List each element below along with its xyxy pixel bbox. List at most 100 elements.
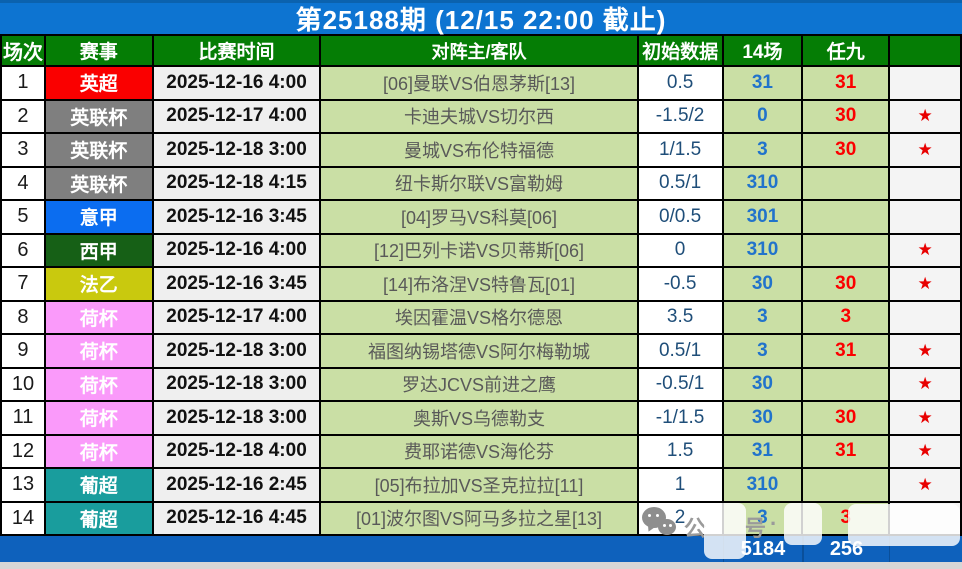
cell-odds: 0 — [638, 234, 724, 266]
cell-odds: -0.5/1 — [638, 368, 724, 400]
cell-match-no: 7 — [2, 268, 46, 300]
watermark-text: 号 — [744, 516, 767, 541]
star-icon: ★ — [890, 100, 960, 132]
cell-ren9: 3 — [803, 301, 891, 333]
cell-teams: 费耶诺德VS海伦芬 — [321, 435, 639, 467]
cell-time: 2025-12-16 4:00 — [153, 67, 322, 99]
cell-14: 3 — [723, 301, 804, 333]
cell-match-no: 13 — [2, 469, 46, 501]
cell-league: 西甲 — [45, 234, 154, 266]
blur-patch — [848, 504, 960, 546]
cell-time: 2025-12-16 4:00 — [153, 234, 322, 266]
cell-match-no: 4 — [2, 167, 46, 199]
cell-match-no: 12 — [2, 435, 46, 467]
cell-14: 310 — [723, 469, 804, 501]
cell-14: 30 — [723, 268, 804, 300]
page-title: 第25188期 (12/15 22:00 截止) — [0, 0, 962, 36]
cell-league: 荷杯 — [45, 435, 154, 467]
cell-14: 30 — [723, 368, 804, 400]
star-icon: ★ — [890, 402, 960, 434]
blur-patch — [704, 503, 746, 559]
cell-14: 30 — [723, 402, 804, 434]
cell-match-no: 3 — [2, 134, 46, 166]
cell-teams: [01]波尔图VS阿马多拉之星[13] — [321, 502, 639, 534]
bottom-edge-strip — [0, 562, 962, 569]
cell-ren9: 31 — [803, 335, 891, 367]
cell-match-no: 2 — [2, 100, 46, 132]
cell-match-no: 10 — [2, 368, 46, 400]
cell-odds: 1 — [638, 469, 724, 501]
cell-match-no: 5 — [2, 201, 46, 233]
cell-14: 301 — [723, 201, 804, 233]
cell-teams: [04]罗马VS科莫[06] — [321, 201, 639, 233]
cell-odds: 0/0.5 — [638, 201, 724, 233]
cell-match-no: 11 — [2, 402, 46, 434]
cell-time: 2025-12-18 4:15 — [153, 167, 322, 199]
cell-odds: 0.5 — [638, 67, 724, 99]
cell-teams: 埃因霍温VS格尔德恩 — [321, 301, 639, 333]
cell-time: 2025-12-18 4:00 — [153, 435, 322, 467]
cell-teams: [14]布洛涅VS特鲁瓦[01] — [321, 268, 639, 300]
cell-league: 荷杯 — [45, 335, 154, 367]
cell-14: 0 — [723, 100, 804, 132]
cell-league: 荷杯 — [45, 301, 154, 333]
table-row: 5 意甲 2025-12-16 3:45 [04]罗马VS科莫[06] 0/0.… — [2, 201, 960, 235]
star-icon — [890, 201, 960, 233]
cell-odds: 3.5 — [638, 301, 724, 333]
cell-ren9: 31 — [803, 67, 891, 99]
cell-time: 2025-12-16 3:45 — [153, 201, 322, 233]
table-row: 2 英联杯 2025-12-17 4:00 卡迪夫城VS切尔西 -1.5/2 0… — [2, 100, 960, 134]
col-header-teams: 对阵主/客队 — [321, 36, 639, 65]
cell-league: 荷杯 — [45, 402, 154, 434]
star-icon: ★ — [890, 368, 960, 400]
table-row: 1 英超 2025-12-16 4:00 [06]曼联VS伯恩茅斯[13] 0.… — [2, 67, 960, 101]
cell-time: 2025-12-18 3:00 — [153, 402, 322, 434]
cell-ren9 — [803, 368, 891, 400]
cell-ren9: 30 — [803, 134, 891, 166]
blur-patch — [784, 503, 822, 545]
table-row: 9 荷杯 2025-12-18 3:00 福图纳锡塔德VS阿尔梅勒城 0.5/1… — [2, 335, 960, 369]
cell-time: 2025-12-16 3:45 — [153, 268, 322, 300]
cell-league: 葡超 — [45, 469, 154, 501]
col-header-time: 比赛时间 — [154, 36, 322, 65]
cell-odds: 0.5/1 — [638, 167, 724, 199]
cell-ren9 — [803, 234, 891, 266]
cell-ren9: 30 — [803, 100, 891, 132]
cell-odds: 0.5/1 — [638, 335, 724, 367]
cell-ren9 — [803, 469, 891, 501]
cell-odds: -1/1.5 — [638, 402, 724, 434]
cell-league: 英联杯 — [45, 167, 154, 199]
cell-ren9: 30 — [803, 268, 891, 300]
col-header-14: 14场 — [724, 36, 804, 65]
cell-odds: -1.5/2 — [638, 100, 724, 132]
cell-teams: 曼城VS布伦特福德 — [321, 134, 639, 166]
cell-time: 2025-12-17 4:00 — [153, 301, 322, 333]
cell-time: 2025-12-18 3:00 — [153, 335, 322, 367]
cell-teams: 奥斯VS乌德勒支 — [321, 402, 639, 434]
cell-ren9: 30 — [803, 402, 891, 434]
cell-match-no: 1 — [2, 67, 46, 99]
col-header-league: 赛事 — [46, 36, 154, 65]
star-icon: ★ — [890, 435, 960, 467]
star-icon — [890, 301, 960, 333]
cell-odds: -0.5 — [638, 268, 724, 300]
cell-ren9 — [803, 201, 891, 233]
cell-time: 2025-12-18 3:00 — [153, 368, 322, 400]
cell-odds: 1.5 — [638, 435, 724, 467]
col-header-match-no: 场次 — [2, 36, 46, 65]
star-icon — [890, 67, 960, 99]
cell-league: 荷杯 — [45, 368, 154, 400]
cell-league: 英超 — [45, 67, 154, 99]
cell-time: 2025-12-17 4:00 — [153, 100, 322, 132]
table-row: 11 荷杯 2025-12-18 3:00 奥斯VS乌德勒支 -1/1.5 30… — [2, 402, 960, 436]
cell-time: 2025-12-16 4:45 — [153, 502, 322, 534]
cell-14: 31 — [723, 435, 804, 467]
cell-ren9: 31 — [803, 435, 891, 467]
col-header-ren9: 任九 — [803, 36, 891, 65]
cell-time: 2025-12-18 3:00 — [153, 134, 322, 166]
star-icon: ★ — [890, 234, 960, 266]
star-icon — [890, 167, 960, 199]
cell-teams: [06]曼联VS伯恩茅斯[13] — [321, 67, 639, 99]
cell-time: 2025-12-16 2:45 — [153, 469, 322, 501]
table-row: 10 荷杯 2025-12-18 3:00 罗达JCVS前进之鹰 -0.5/1 … — [2, 368, 960, 402]
